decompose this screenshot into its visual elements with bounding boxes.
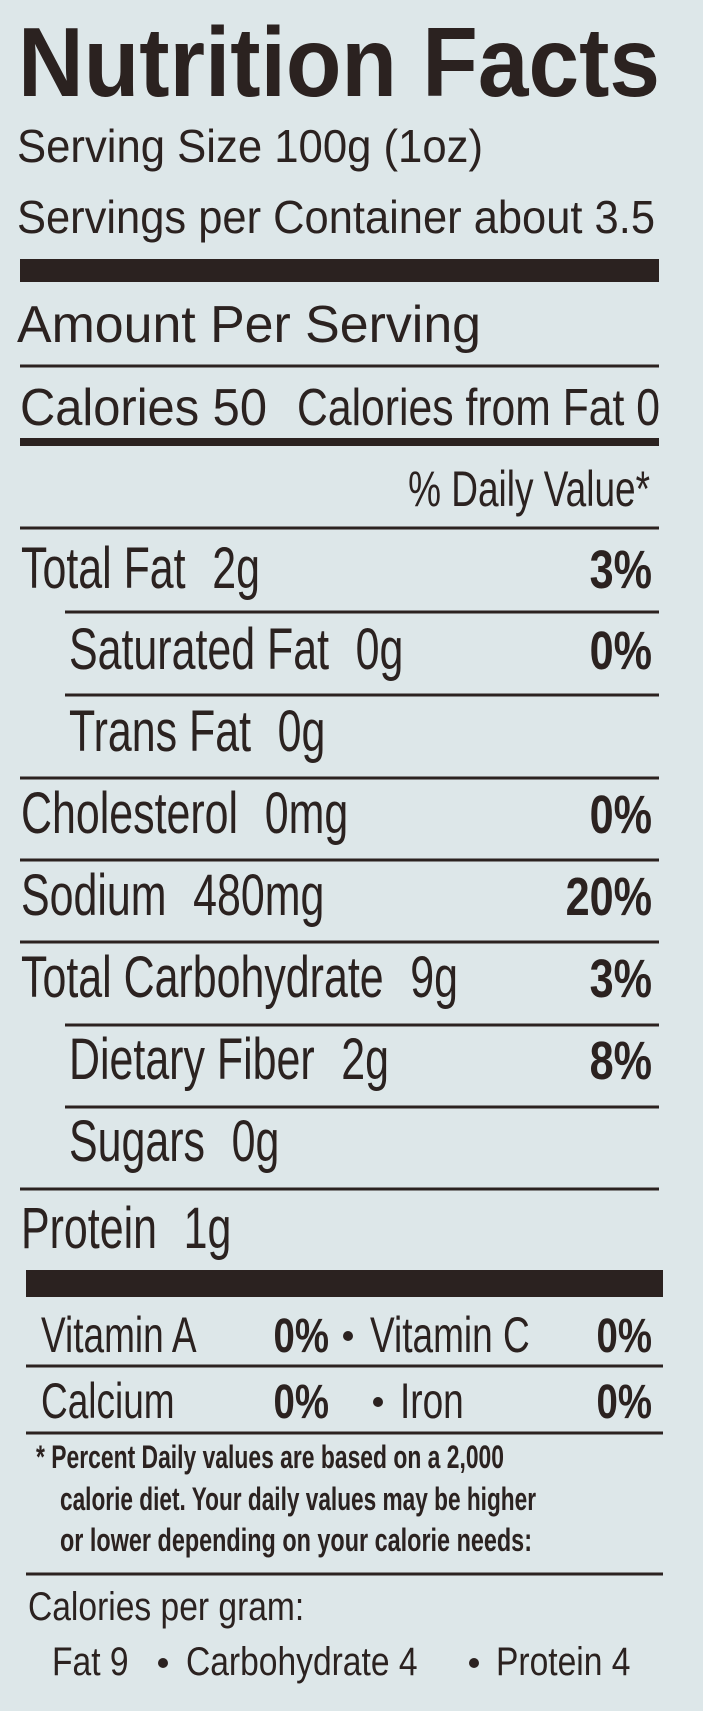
nutrient-label: Trans Fat [69, 699, 251, 764]
nutrient-row: Total Fat 2g [21, 536, 260, 601]
nutrient-row: Trans Fat 0g [69, 699, 325, 764]
calories-per-gram-item: Fat 9 [52, 1639, 129, 1683]
bullet [158, 1658, 168, 1668]
title: Nutrition Facts [18, 7, 660, 117]
footnote-line: or lower depending on your calorie needs… [60, 1523, 532, 1558]
daily-value: 20% [566, 868, 652, 928]
footnote-line: * Percent Daily values are based on a 2,… [36, 1440, 504, 1475]
nutrient-amount: 9g [410, 945, 458, 1010]
vitamin-dv: 0% [274, 1310, 329, 1363]
calories-per-gram-item: Carbohydrate 4 [186, 1639, 418, 1683]
bullet [469, 1658, 479, 1668]
nutrient-row: Dietary Fiber 2g [69, 1027, 389, 1092]
daily-value: 8% [590, 1032, 652, 1092]
nutrient-row: Saturated Fat 0g [69, 617, 403, 682]
nutrient-label: Protein [21, 1196, 157, 1261]
daily-value-header: % Daily Value* [408, 462, 650, 518]
nutrient-amount: 1g [184, 1196, 232, 1261]
vitamin-label: Vitamin C [370, 1308, 530, 1364]
daily-value: 0% [590, 622, 652, 682]
medium-rule [20, 438, 659, 446]
nutrient-row: Protein 1g [21, 1196, 231, 1261]
nutrient-amount: 0mg [265, 781, 348, 846]
daily-value: 3% [590, 541, 652, 601]
nutrient-amount: 2g [212, 536, 260, 601]
nutrient-amount: 0g [278, 699, 326, 764]
nutrient-row: Cholesterol 0mg [21, 781, 348, 846]
vitamin-dv: 0% [597, 1376, 652, 1429]
nutrient-amount: 0g [232, 1109, 280, 1174]
nutrient-amount: 480mg [193, 863, 324, 928]
vitamin-dv: 0% [597, 1310, 652, 1363]
daily-value: 0% [590, 786, 652, 846]
vitamin-dv: 0% [274, 1376, 329, 1429]
vitamin-label: Iron [400, 1374, 464, 1430]
nutrient-label: Saturated Fat [69, 617, 329, 682]
nutrient-label: Sodium [21, 863, 167, 928]
nutrient-amount: 0g [356, 617, 404, 682]
daily-value: 3% [590, 950, 652, 1010]
calories-from-fat: Calories from Fat 0 [297, 379, 660, 437]
calories-per-gram-title: Calories per gram: [28, 1584, 304, 1628]
servings-per-container: Servings per Container about 3.5 [17, 191, 655, 243]
nutrient-amount: 2g [341, 1027, 389, 1092]
calories-per-gram-item: Protein 4 [496, 1639, 630, 1683]
nutrient-row: Sugars 0g [69, 1109, 279, 1174]
calories: Calories 50 [20, 379, 267, 437]
thick-rule [20, 259, 659, 282]
bullet [373, 1397, 383, 1407]
vitamin-label: Calcium [41, 1374, 175, 1430]
nutrient-row: Total Carbohydrate 9g [21, 945, 458, 1010]
serving-size: Serving Size 100g (1oz) [17, 120, 483, 172]
vitamin-label: Vitamin A [41, 1308, 197, 1364]
nutrient-label: Total Fat [21, 536, 186, 601]
thick-rule [26, 1270, 663, 1297]
nutrient-label: Sugars [69, 1109, 205, 1174]
bullet [343, 1331, 353, 1341]
nutrient-label: Cholesterol [21, 781, 238, 846]
footnote-line: calorie diet. Your daily values may be h… [60, 1482, 536, 1517]
nutrient-label: Total Carbohydrate [21, 945, 384, 1010]
nutrient-label: Dietary Fiber [69, 1027, 315, 1092]
amount-per-serving: Amount Per Serving [17, 296, 481, 354]
nutrient-row: Sodium 480mg [21, 863, 324, 928]
